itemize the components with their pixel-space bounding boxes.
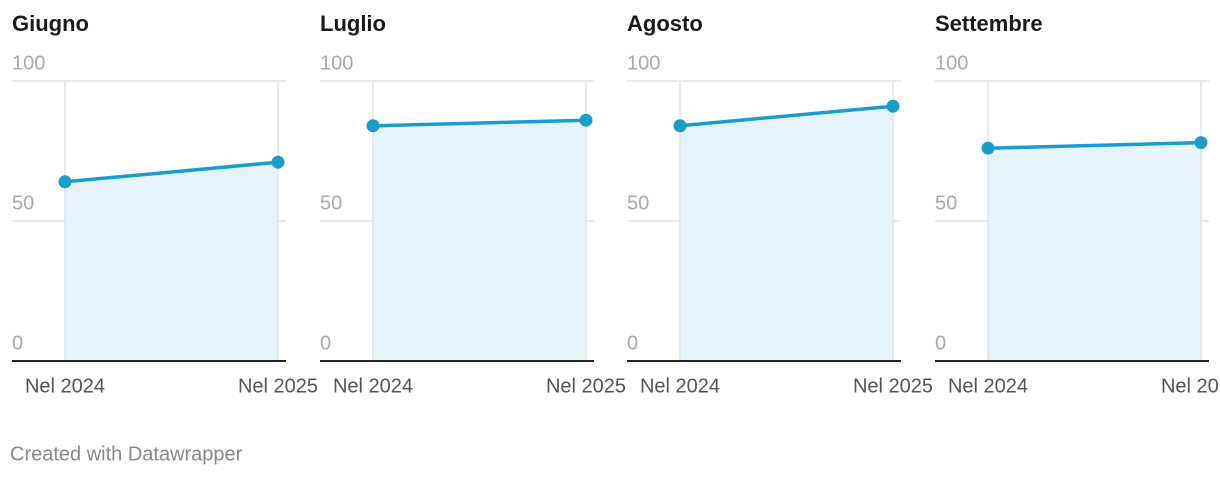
y-tick-label: 0	[320, 332, 331, 354]
x-tick-label: Nel 2024	[25, 375, 105, 397]
point	[673, 119, 687, 133]
y-tick-label: 0	[627, 332, 638, 354]
x-tick-label: Nel 2024	[948, 375, 1028, 397]
y-tick-label: 100	[320, 52, 353, 74]
x-tick-label: Nel 2024	[333, 375, 413, 397]
area	[65, 162, 278, 361]
y-tick-label: 50	[12, 192, 34, 214]
y-tick-label: 0	[935, 332, 946, 354]
x-tick-label: Nel 2025	[546, 375, 626, 397]
point	[579, 113, 593, 127]
chart-title: Giugno	[12, 11, 89, 36]
x-tick-label: Nel 2024	[640, 375, 720, 397]
point	[981, 141, 995, 155]
y-tick-label: 100	[627, 52, 660, 74]
y-tick-label: 100	[12, 52, 45, 74]
credit: Created with Datawrapper	[10, 443, 243, 465]
x-tick-label: Nel 2025	[238, 375, 318, 397]
line	[372, 118, 587, 128]
y-tick-label: 50	[627, 192, 649, 214]
point	[1194, 136, 1208, 150]
y-tick-label: 50	[320, 192, 342, 214]
chart-title: Agosto	[627, 11, 703, 36]
y-tick-label: 100	[935, 52, 968, 74]
line	[987, 140, 1202, 150]
line	[679, 104, 894, 128]
chart-title: Luglio	[320, 11, 386, 36]
point	[58, 175, 72, 189]
point	[886, 99, 900, 113]
point	[271, 155, 285, 169]
area	[373, 120, 586, 361]
area	[680, 106, 893, 361]
y-tick-label: 0	[12, 332, 23, 354]
line	[64, 160, 279, 184]
point	[366, 119, 380, 133]
y-tick-label: 50	[935, 192, 957, 214]
chart-title: Settembre	[935, 11, 1043, 36]
x-tick-label: Nel 2025	[1161, 375, 1220, 397]
x-tick-label: Nel 2025	[853, 375, 933, 397]
area	[988, 142, 1201, 361]
